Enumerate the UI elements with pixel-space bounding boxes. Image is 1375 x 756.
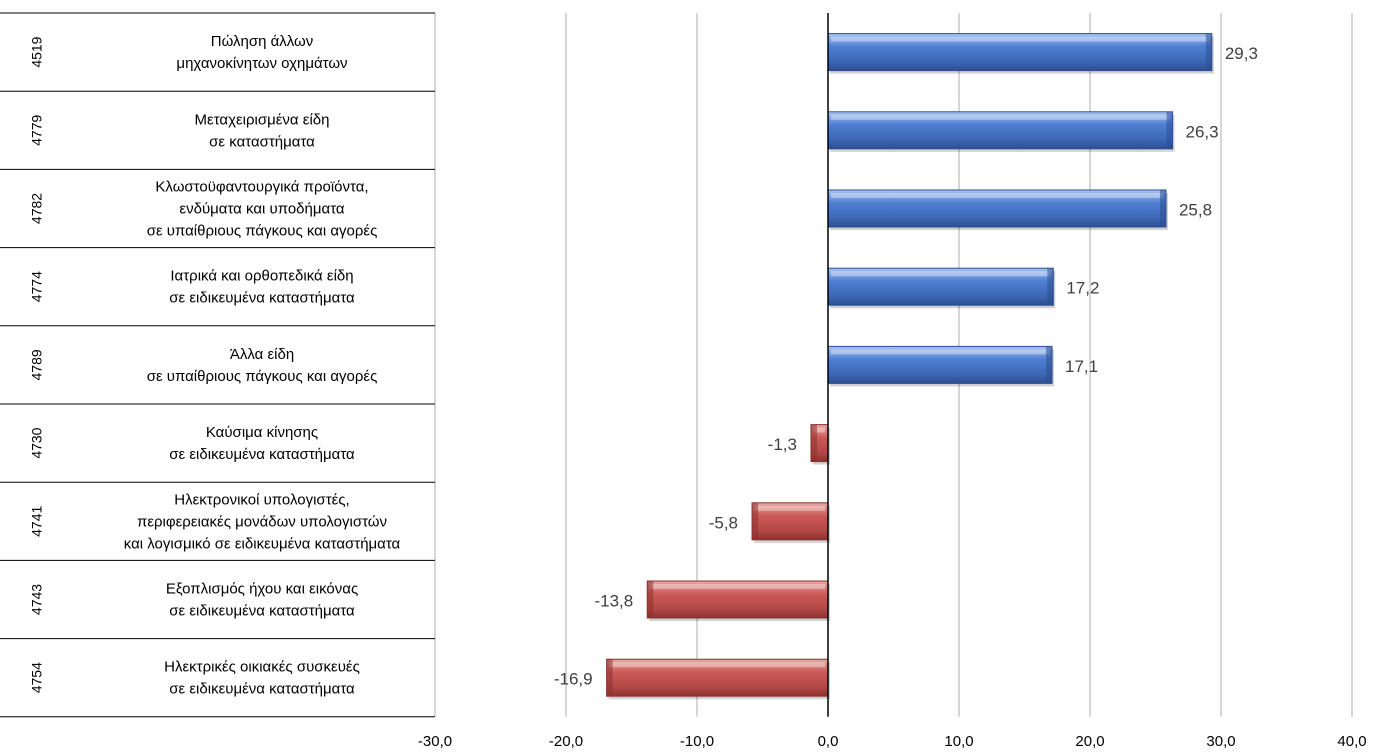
category-code: 4741 <box>29 506 45 537</box>
category-code: 4754 <box>29 662 45 693</box>
bar <box>827 111 1175 152</box>
bar <box>827 345 1055 387</box>
data-label: -1,3 <box>768 435 797 454</box>
bars: 29,3 26,3 25,8 17,2 17,1 -1,3 -5,8 -13,8 -16,9 <box>554 33 1258 700</box>
x-tick-label: -30,0 <box>418 733 452 750</box>
bar <box>751 502 830 543</box>
data-label: -5,8 <box>709 513 738 532</box>
bar <box>827 189 1168 230</box>
category-label: Πώληση άλλων μηχανοκίνητων οχημάτων <box>176 33 347 72</box>
category-label: Ηλεκτρονικοί υπολογιστές, περιφερειακές μ… <box>124 491 401 552</box>
category-label: Μεταχειρισμένα είδη σε καταστήματα <box>195 111 330 150</box>
data-label: 25,8 <box>1179 201 1212 220</box>
x-tick-label: -20,0 <box>549 733 583 750</box>
category-label: Άλλα είδη σε υπαίθριους πάγκους και αγορέ… <box>147 346 378 385</box>
bar <box>827 33 1214 74</box>
category-code: 4743 <box>29 584 45 615</box>
category-label: Κλωστοϋφαντουργικά προϊόντα, ενδύματα και… <box>147 179 378 240</box>
data-label: 26,3 <box>1186 122 1219 141</box>
data-label: 17,2 <box>1066 279 1099 298</box>
data-label: 17,1 <box>1065 357 1098 376</box>
x-tick-label: 20,0 <box>1075 733 1104 750</box>
data-label: -13,8 <box>594 592 633 611</box>
category-code: 4730 <box>29 427 45 458</box>
x-tick-label: 30,0 <box>1206 733 1235 750</box>
category-label: Ιατρικά και ορθοπεδικά είδη σε ειδικευμέν… <box>169 268 355 307</box>
category-code: 4519 <box>29 36 45 67</box>
x-tick-label: -10,0 <box>680 733 714 750</box>
bar <box>810 424 830 465</box>
bar <box>606 658 830 700</box>
bar <box>827 267 1056 309</box>
category-code: 4789 <box>29 349 45 380</box>
category-code: 4774 <box>29 271 45 302</box>
data-label: 29,3 <box>1225 44 1258 63</box>
category-code: 4782 <box>29 193 45 224</box>
x-tick-label: 40,0 <box>1337 733 1366 750</box>
category-code: 4779 <box>29 115 45 146</box>
x-tick-label: 0,0 <box>818 733 839 750</box>
category-label: Καύσιμα κίνησης σε ειδικευμένα καταστήματ… <box>169 424 355 463</box>
data-label: -16,9 <box>554 670 593 689</box>
category-label: Ηλεκτρικές οικιακές συσκευές σε ειδικευμέ… <box>164 659 360 698</box>
category-table: 4519 Πώληση άλλων μηχανοκίνητων οχημάτων 47… <box>0 12 435 718</box>
category-label: Εξοπλισμός ήχου και εικόνας σε ειδικευμέν… <box>166 581 358 620</box>
x-axis: -30,0 -20,0 -10,0 0,0 10,0 20,0 30,0 40,0 <box>418 13 1367 750</box>
x-tick-label: 10,0 <box>944 733 973 750</box>
bar <box>646 580 830 621</box>
